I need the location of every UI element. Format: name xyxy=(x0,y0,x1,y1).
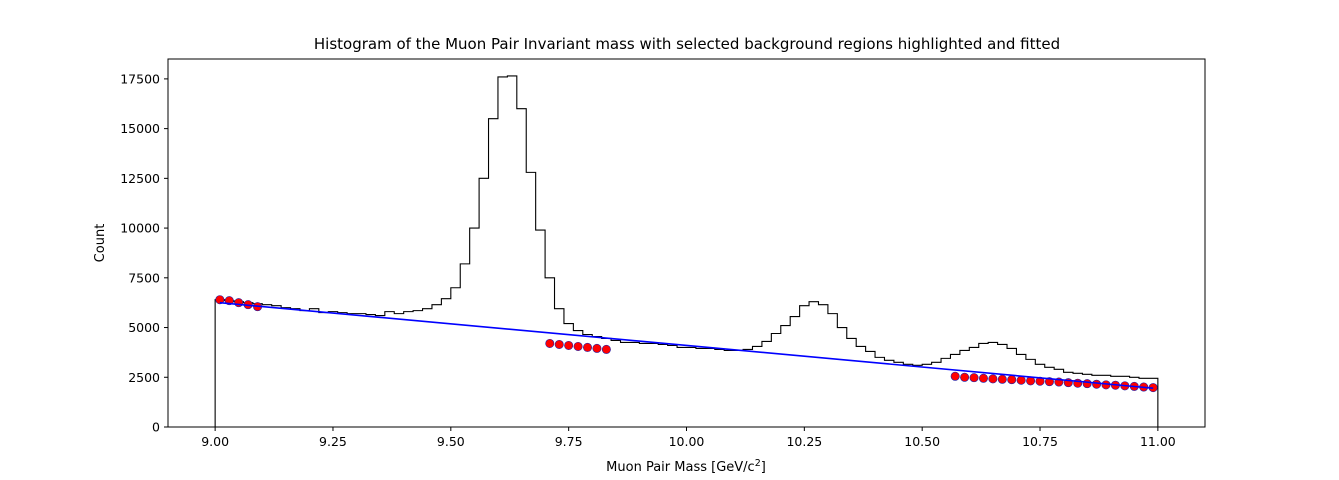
background-point xyxy=(601,344,611,354)
y-tick-label: 0 xyxy=(152,420,160,435)
histogram-outline xyxy=(214,75,1159,427)
y-tick-label: 12500 xyxy=(120,171,160,186)
x-tick-label: 10.50 xyxy=(904,434,940,449)
chart-title: Histogram of the Muon Pair Invariant mas… xyxy=(314,35,1060,53)
background-point xyxy=(950,371,960,381)
x-tick-label: 10.00 xyxy=(669,434,705,449)
background-point xyxy=(988,374,998,384)
x-tick-label: 9.00 xyxy=(201,434,229,449)
background-point xyxy=(997,374,1007,384)
background-point xyxy=(978,373,988,383)
background-point xyxy=(234,298,244,308)
y-tick-label: 17500 xyxy=(120,71,160,86)
x-tick-label: 9.75 xyxy=(555,434,583,449)
background-point xyxy=(583,342,593,352)
background-point xyxy=(592,343,602,353)
x-tick-label: 11.00 xyxy=(1140,434,1176,449)
background-point xyxy=(1007,375,1017,385)
background-point xyxy=(554,339,564,349)
background-point xyxy=(1082,379,1092,389)
background-point xyxy=(545,338,555,348)
fit-line xyxy=(219,301,1154,390)
y-tick-label: 5000 xyxy=(128,320,160,335)
background-point xyxy=(1092,379,1102,389)
x-tick-label: 10.75 xyxy=(1022,434,1058,449)
background-point xyxy=(969,373,979,383)
background-point xyxy=(960,372,970,382)
plot-area xyxy=(214,75,1159,427)
y-axis-ticks: 0 2500 5000 7500 10000 12500 15000 17500 xyxy=(120,71,168,435)
x-axis-label: Muon Pair Mass [GeV/c2] xyxy=(606,458,766,475)
x-tick-label: 9.50 xyxy=(437,434,465,449)
background-point xyxy=(1016,375,1026,385)
y-tick-label: 2500 xyxy=(128,370,160,385)
y-tick-label: 15000 xyxy=(120,121,160,136)
plot-frame xyxy=(167,58,1206,428)
y-tick-label: 7500 xyxy=(128,270,160,285)
x-axis-ticks: 9.00 9.25 9.50 9.75 10.00 10.25 10.50 10.75 11.0… xyxy=(201,427,1176,449)
x-tick-label: 9.25 xyxy=(319,434,347,449)
x-tick-label: 10.25 xyxy=(786,434,822,449)
y-axis-label: Count xyxy=(93,224,108,263)
background-point xyxy=(573,341,583,351)
y-tick-label: 10000 xyxy=(120,221,160,236)
background-point xyxy=(215,295,225,305)
background-point xyxy=(564,340,574,350)
